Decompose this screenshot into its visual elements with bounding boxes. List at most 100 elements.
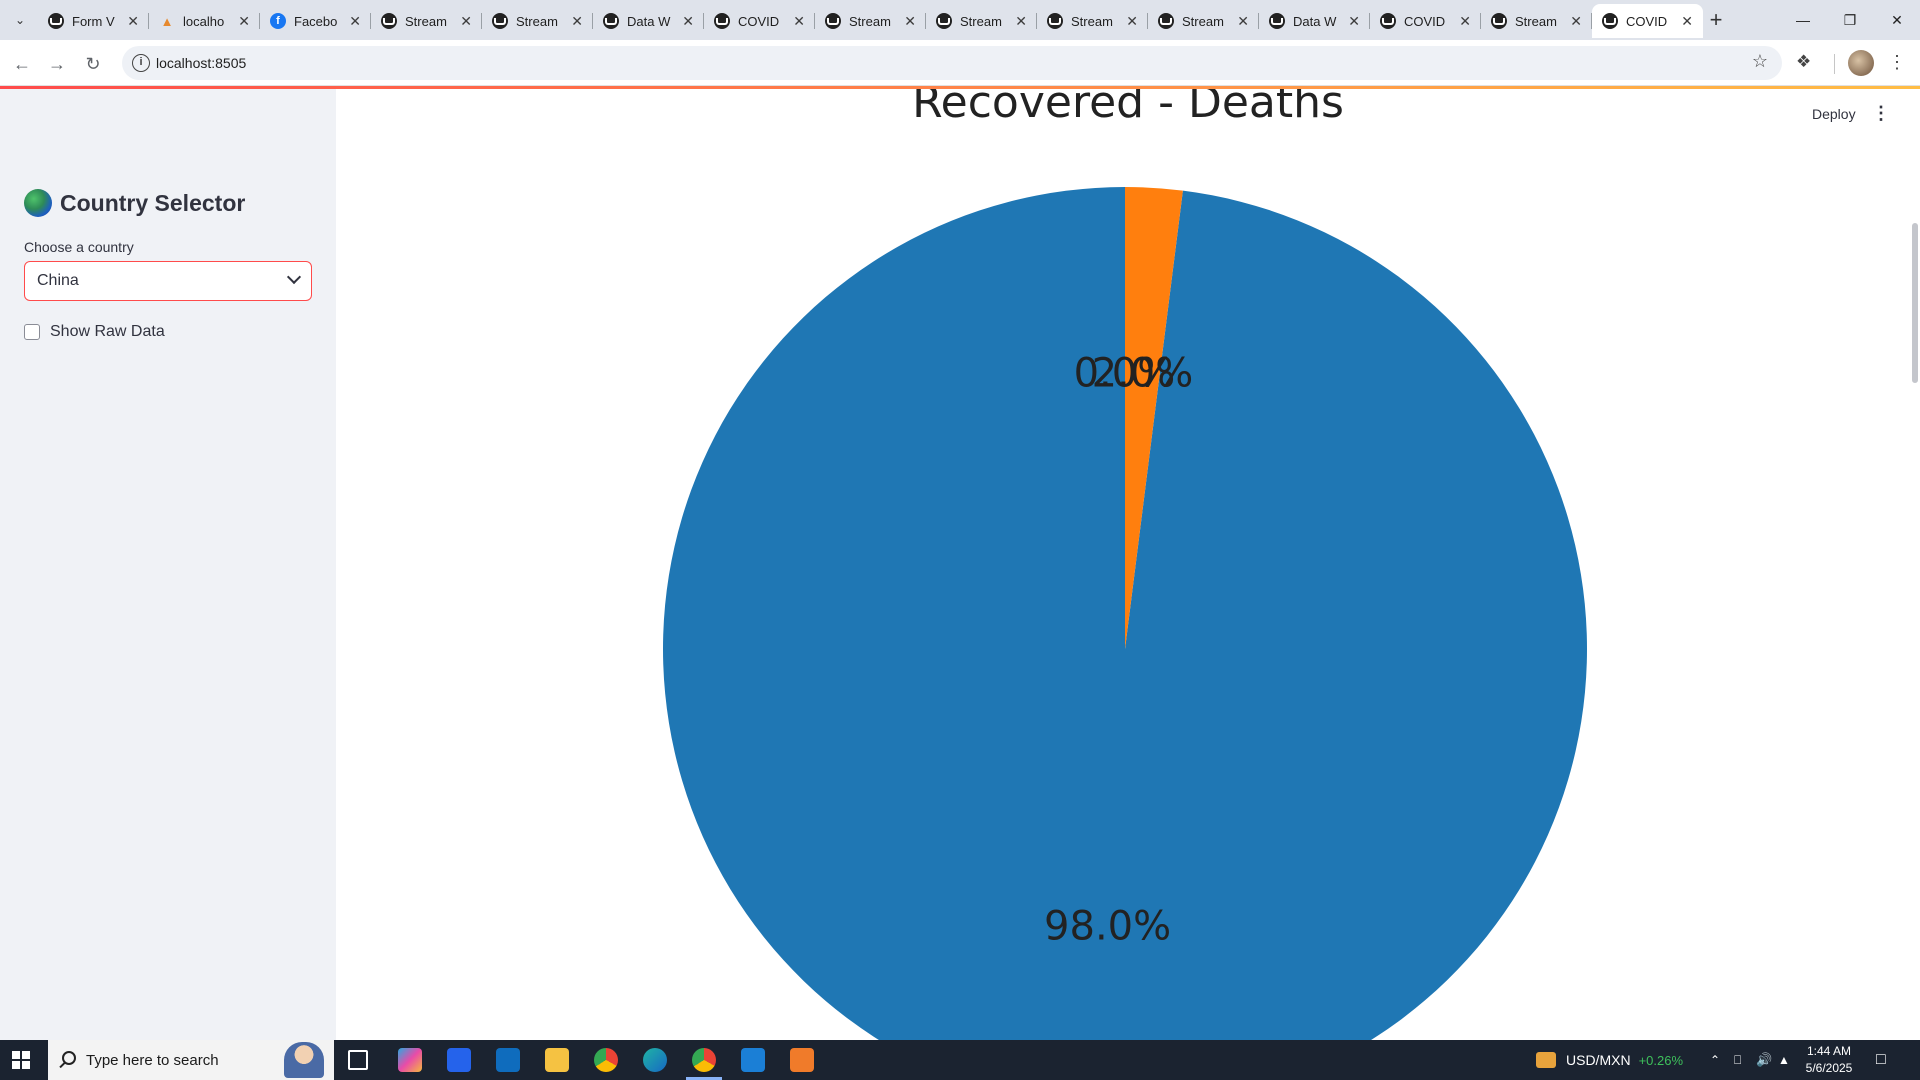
streamlit-icon [1269, 13, 1285, 29]
tab-search-icon[interactable]: ⌄ [14, 13, 26, 27]
close-tab-icon[interactable]: ✕ [238, 12, 250, 29]
chrome-icon[interactable] [594, 1048, 618, 1072]
close-window-icon[interactable]: ✕ [1891, 11, 1903, 28]
toolbar-divider [1834, 54, 1835, 74]
close-tab-icon[interactable]: ✕ [904, 12, 916, 29]
tab-title: Stream [516, 13, 558, 29]
close-tab-icon[interactable]: ✕ [349, 12, 361, 29]
close-tab-icon[interactable]: ✕ [1237, 12, 1249, 29]
scrollbar[interactable] [1912, 223, 1918, 383]
tab-title: Data W [627, 13, 671, 29]
pie-label-overlap: 0.0% [1074, 350, 1176, 396]
vscode-icon[interactable] [741, 1048, 765, 1072]
xampp-icon[interactable] [790, 1048, 814, 1072]
file-explorer-icon[interactable] [545, 1048, 569, 1072]
bookmark-star-icon[interactable]: ☆ [1751, 51, 1768, 71]
close-tab-icon[interactable]: ✕ [460, 12, 472, 29]
url-text[interactable]: localhost:8505 [156, 55, 247, 71]
taskbar: Type here to search USD/MXN +0.26% ⌃ ⎕ 🔊… [0, 1040, 1920, 1080]
site-info-icon[interactable]: i [132, 54, 150, 72]
ticker-widget[interactable]: USD/MXN +0.26% [1536, 1040, 1683, 1080]
close-tab-icon[interactable]: ✕ [1348, 12, 1360, 29]
close-tab-icon[interactable]: ✕ [127, 12, 139, 29]
address-bar[interactable]: i localhost:8505 ☆ [122, 46, 1782, 80]
close-tab-icon[interactable]: ✕ [1459, 12, 1471, 29]
close-tab-icon[interactable]: ✕ [1570, 12, 1582, 29]
tab-title: Stream [1182, 13, 1224, 29]
browser-tab[interactable]: COVID ✕ [704, 4, 815, 38]
close-tab-icon[interactable]: ✕ [793, 12, 805, 29]
restore-icon[interactable]: ❐ [1843, 11, 1857, 28]
task-view-icon[interactable] [348, 1050, 368, 1070]
edge-icon[interactable] [643, 1048, 667, 1072]
chrome-active-icon[interactable] [692, 1048, 716, 1072]
browser-tab[interactable]: Stream ✕ [1481, 4, 1592, 38]
show-hidden-icons[interactable]: ⌃ [1710, 1053, 1721, 1067]
pie-slice-deaths [1125, 187, 1183, 649]
clock-time: 1:44 AM [1806, 1044, 1852, 1058]
show-raw-data-checkbox[interactable] [24, 324, 40, 340]
browser-tab[interactable]: Stream ✕ [1037, 4, 1148, 38]
tab-title: Stream [405, 13, 447, 29]
show-raw-data-label[interactable]: Show Raw Data [50, 323, 165, 340]
close-tab-icon[interactable]: ✕ [1681, 12, 1693, 29]
clock[interactable]: 1:44 AM 5/6/2025 [1794, 1043, 1864, 1077]
windows-start-icon[interactable] [12, 1051, 30, 1069]
github-icon [48, 13, 64, 29]
pie-slice-recovered [663, 187, 1587, 1040]
search-highlight-icon[interactable] [284, 1042, 324, 1078]
browser-tab[interactable]: Stream ✕ [482, 4, 593, 38]
browser-tab[interactable]: ▲ localho ✕ [149, 4, 260, 38]
browser-tab[interactable]: Stream ✕ [371, 4, 482, 38]
browser-tab[interactable]: Form V ✕ [38, 4, 149, 38]
taskbar-search-placeholder[interactable]: Type here to search [86, 1051, 219, 1069]
show-raw-data-toggle[interactable]: Show Raw Data [24, 323, 165, 341]
volume-icon[interactable]: 🔊 [1756, 1052, 1773, 1067]
wifi-icon[interactable]: ▲ [1778, 1053, 1790, 1067]
tab-title: COVID [1626, 13, 1668, 29]
browser-tab[interactable]: COVID ✕ [1370, 4, 1481, 38]
tab-title: Stream [960, 13, 1002, 29]
forward-icon[interactable]: → [48, 53, 66, 74]
tab-title: COVID [1404, 13, 1446, 29]
network-icon[interactable]: ⎕ [1734, 1052, 1742, 1067]
tab-title: Facebo [294, 13, 338, 29]
extensions-icon[interactable]: ❖ [1796, 52, 1812, 71]
browser-tab[interactable]: COVID ✕ [1592, 4, 1703, 38]
browser-tab[interactable]: Stream ✕ [815, 4, 926, 38]
notifications-icon[interactable]: □ [1876, 1051, 1886, 1068]
browser-tab[interactable]: Stream ✕ [1148, 4, 1259, 38]
ticker-change: +0.26% [1638, 1052, 1684, 1068]
close-tab-icon[interactable]: ✕ [1126, 12, 1138, 29]
country-select[interactable]: China [24, 261, 312, 301]
chevron-down-icon[interactable] [286, 269, 302, 285]
globe-icon [24, 189, 52, 217]
streamlit-icon [492, 13, 508, 29]
browser-menu-icon[interactable]: ⋮ [1888, 52, 1906, 72]
streamlit-icon [603, 13, 619, 29]
close-tab-icon[interactable]: ✕ [571, 12, 583, 29]
reload-icon[interactable]: ↻ [85, 53, 101, 74]
browser-tab-strip: ⌄ Form V ✕ ▲ localho ✕ f Facebo ✕ Stream ✕ Stream ✕… [0, 0, 1920, 40]
deploy-button[interactable]: Deploy [1812, 106, 1856, 122]
tab-title: Stream [1515, 13, 1557, 29]
close-tab-icon[interactable]: ✕ [1015, 12, 1027, 29]
new-tab-button[interactable]: + [1709, 7, 1723, 32]
currency-icon [1536, 1052, 1556, 1068]
minimize-icon[interactable]: — [1796, 12, 1810, 28]
streamlit-icon [1380, 13, 1396, 29]
taskbar-search[interactable]: Type here to search [48, 1040, 334, 1080]
browser-tab[interactable]: Stream ✕ [926, 4, 1037, 38]
pie-label-deaths: 2.0% [1092, 350, 1194, 396]
profile-avatar[interactable] [1848, 50, 1874, 76]
copilot-icon[interactable] [398, 1048, 422, 1072]
streamlit-icon [1047, 13, 1063, 29]
close-tab-icon[interactable]: ✕ [682, 12, 694, 29]
store-icon[interactable] [447, 1048, 471, 1072]
outlook-icon[interactable] [496, 1048, 520, 1072]
browser-tab[interactable]: f Facebo ✕ [260, 4, 371, 38]
browser-tab[interactable]: Data W ✕ [593, 4, 704, 38]
main-menu-icon[interactable]: ⋮ [1872, 103, 1890, 123]
browser-tab[interactable]: Data W ✕ [1259, 4, 1370, 38]
back-icon[interactable]: ← [13, 53, 31, 74]
